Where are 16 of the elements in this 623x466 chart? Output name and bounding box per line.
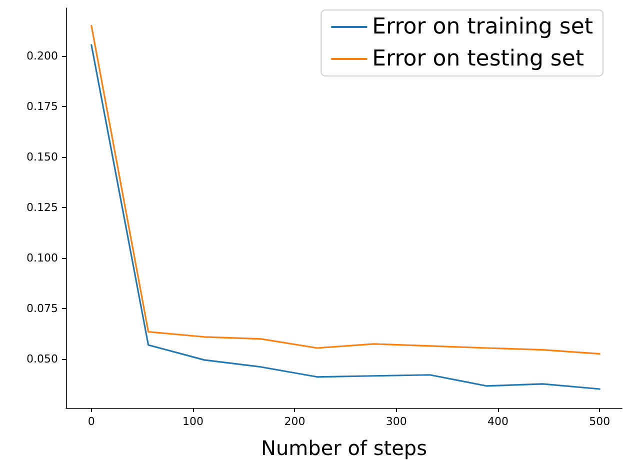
y-tick-label: 0.175 bbox=[26, 100, 58, 113]
x-tick-label: 0 bbox=[88, 415, 95, 428]
y-tick-label: 0.100 bbox=[26, 251, 58, 264]
y-tick-label: 0.075 bbox=[26, 302, 58, 315]
y-tick-label: 0.150 bbox=[26, 150, 58, 164]
x-tick-label: 100 bbox=[182, 415, 204, 428]
legend-label: Error on training set bbox=[372, 14, 594, 40]
x-tick-label: 500 bbox=[589, 415, 610, 428]
y-tick-label: 0.125 bbox=[26, 200, 58, 214]
y-tick-label: 0.200 bbox=[26, 49, 58, 62]
legend-label: Error on testing set bbox=[372, 46, 584, 72]
x-axis-title: Number of steps bbox=[260, 436, 428, 460]
x-tick-label: 200 bbox=[284, 415, 306, 428]
x-tick-label: 400 bbox=[487, 415, 508, 428]
y-tick-label: 0.050 bbox=[26, 352, 58, 366]
x-tick-label: 300 bbox=[386, 415, 407, 428]
